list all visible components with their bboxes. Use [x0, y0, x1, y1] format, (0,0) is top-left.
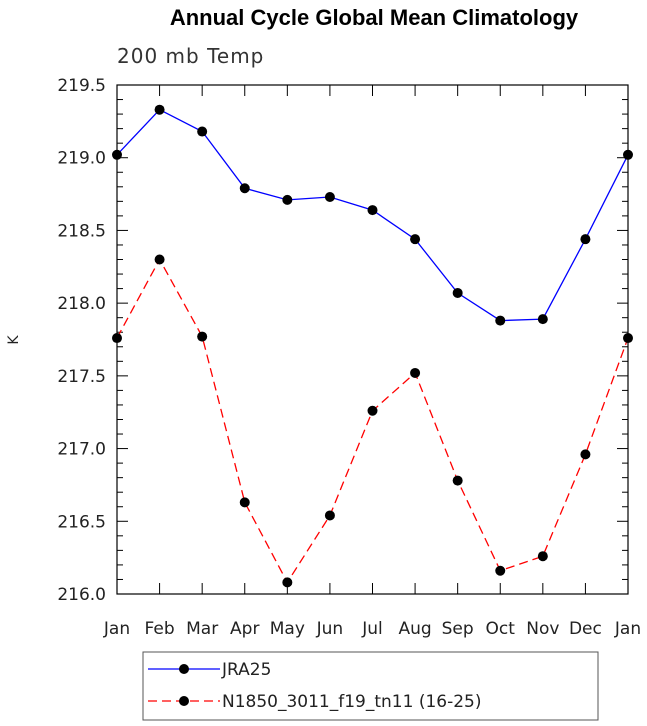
x-tick-label: Nov — [526, 619, 559, 639]
x-tick-label: Dec — [569, 619, 602, 639]
series-2-point — [367, 405, 378, 416]
legend: JRA25 N1850_3011_f19_tn11 (16-25) — [142, 651, 599, 721]
legend-label-1: JRA25 — [221, 660, 271, 680]
x-tick-label: Jul — [361, 619, 383, 639]
x-tick-label: Mar — [186, 619, 218, 639]
y-tick-label: 218.0 — [57, 294, 106, 314]
x-tick-label: Oct — [486, 619, 516, 639]
x-tick-label: Apr — [230, 619, 259, 639]
series-1-point — [154, 104, 165, 115]
x-tick-label: Jan — [614, 619, 641, 639]
series-layer — [112, 104, 633, 588]
x-tick-label: Feb — [145, 619, 175, 639]
series-2-point — [580, 449, 591, 460]
plot-frame — [116, 84, 629, 595]
x-tick-label: Sep — [442, 619, 474, 639]
series-2-point — [452, 475, 463, 486]
chart-title: Annual Cycle Global Mean Climatology — [170, 5, 579, 30]
series-1-point — [324, 191, 335, 202]
legend-box — [142, 651, 599, 721]
y-tick-label: 218.5 — [57, 221, 106, 241]
chart-subtitle: 200 mb Temp — [117, 44, 264, 68]
series-1-point — [410, 234, 421, 245]
series-2-point — [197, 331, 208, 342]
series-line-2 — [116, 258, 629, 584]
x-tick-label: May — [270, 619, 305, 639]
legend-marker-2 — [179, 696, 189, 706]
y-tick-label: 217.0 — [57, 440, 106, 460]
y-tick-label: 219.0 — [57, 149, 106, 169]
series-2-point — [282, 577, 293, 588]
y-tick-label: 217.5 — [57, 367, 106, 387]
series-2-point — [154, 254, 165, 265]
y-tick-label: 216.0 — [57, 585, 106, 605]
tick-marks — [116, 84, 629, 595]
series-2-point — [324, 510, 335, 521]
series-1-point — [197, 126, 208, 137]
series-2-point — [239, 497, 250, 508]
legend-label-2: N1850_3011_f19_tn11 (16-25) — [222, 692, 482, 712]
x-tick-label: Jun — [316, 619, 344, 639]
y-tick-label: 219.5 — [57, 76, 106, 96]
series-1-point — [282, 194, 293, 205]
series-1-point — [537, 314, 548, 325]
y-tick-label: 216.5 — [57, 512, 106, 532]
series-2-point — [410, 367, 421, 378]
tick-labels: 216.0 216.5 217.0 217.5 218.0 218.5 219.0 219.5… — [57, 76, 641, 639]
series-1-point — [239, 183, 250, 194]
series-2-point — [495, 565, 506, 576]
series-2-point — [537, 551, 548, 562]
series-1-point — [495, 315, 506, 326]
x-tick-label: Aug — [398, 619, 431, 639]
x-tick-label: Jan — [103, 619, 130, 639]
series-line-1 — [116, 108, 629, 322]
y-axis-label: K — [6, 335, 22, 345]
series-1-point — [452, 287, 463, 298]
series-1-point — [367, 205, 378, 216]
legend-marker-1 — [179, 664, 189, 674]
series-1-point — [580, 234, 591, 245]
